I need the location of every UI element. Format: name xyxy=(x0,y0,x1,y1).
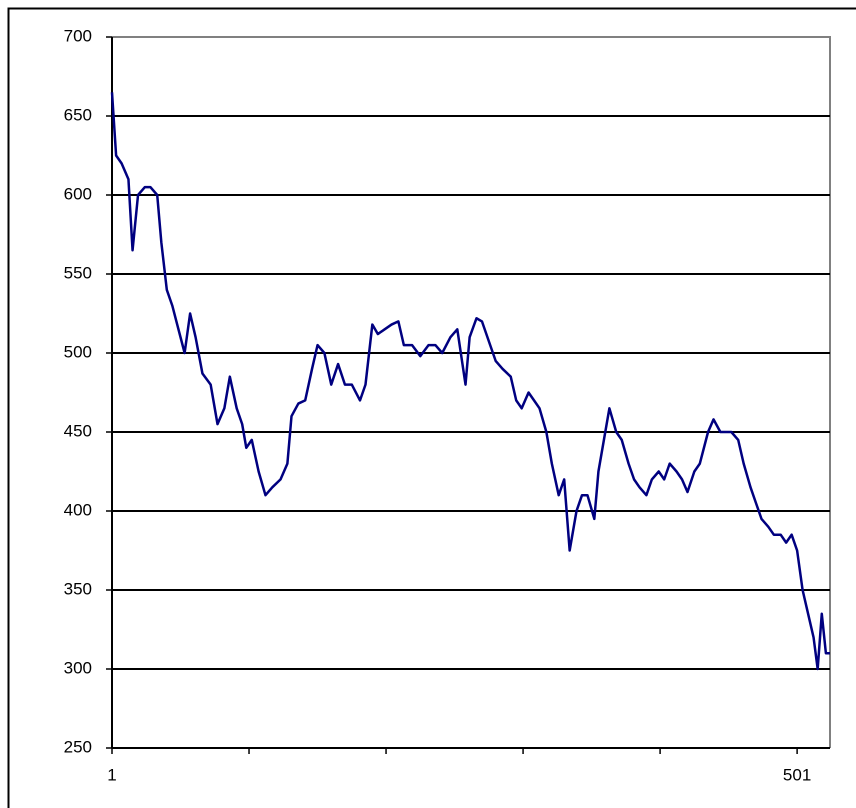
y-tick-label: 300 xyxy=(64,658,92,677)
plot-border xyxy=(112,36,831,748)
y-tick-label: 400 xyxy=(64,500,92,519)
y-tick-label: 550 xyxy=(64,263,92,282)
y-tick-label: 450 xyxy=(64,421,92,440)
x-tick-label: 1 xyxy=(107,765,116,784)
y-tick-label: 250 xyxy=(64,737,92,756)
data-line xyxy=(110,92,830,671)
chart-border xyxy=(7,7,856,808)
x-tick-label: 501 xyxy=(783,765,811,784)
y-tick-label: 700 xyxy=(64,26,92,45)
y-tick-label: 500 xyxy=(64,342,92,361)
y-tick-label: 650 xyxy=(64,105,92,124)
y-tick-label: 350 xyxy=(64,579,92,598)
y-tick-label: 600 xyxy=(64,184,92,203)
